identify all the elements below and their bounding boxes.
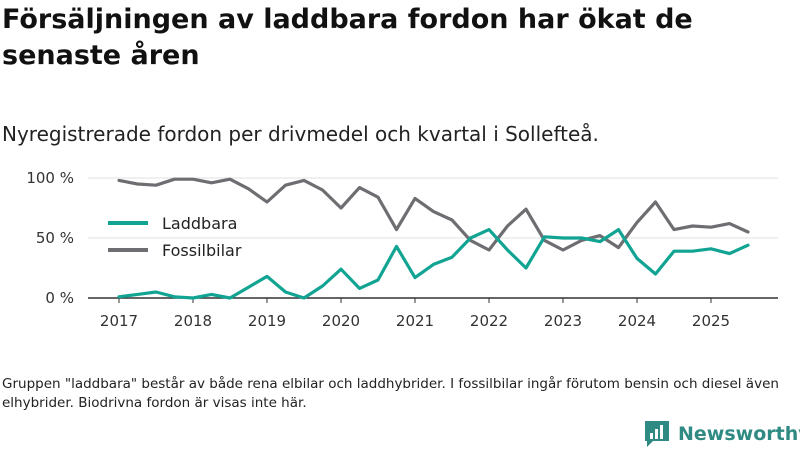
newsworthy-logo-icon	[645, 421, 669, 447]
grid-lines	[88, 177, 778, 239]
chart-subtitle: Nyregistrerade fordon per drivmedel och …	[2, 122, 599, 146]
series-lines	[117, 177, 750, 300]
y-axis-tick-labels: 0 % 50 % 100 %	[26, 169, 74, 307]
x-tick-label: 2024	[618, 312, 656, 330]
x-tick-label: 2023	[544, 312, 582, 330]
line-chart: 0 % 50 % 100 % 2017 2018 2019 2020 2021 2022 202…	[26, 169, 778, 330]
brand-logo[interactable]: Newsworthy	[644, 419, 800, 449]
brand-name: Newsworthy	[678, 423, 800, 445]
series-line-laddbara	[117, 227, 750, 300]
x-tick-label: 2019	[248, 312, 286, 330]
x-tick-label: 2018	[174, 312, 212, 330]
x-tick-label: 2025	[692, 312, 730, 330]
x-tick-label: 2022	[470, 312, 508, 330]
legend-label-fossilbilar: Fossilbilar	[162, 241, 242, 260]
x-tick-label: 2017	[100, 312, 138, 330]
legend: Laddbara Fossilbilar	[108, 214, 242, 260]
series-line-fossilbilar	[117, 177, 750, 252]
chart-title: Försäljningen av laddbara fordon har öka…	[2, 4, 693, 71]
y-tick-label: 0 %	[45, 289, 74, 307]
legend-label-laddbara: Laddbara	[162, 214, 237, 233]
x-tick-label: 2021	[396, 312, 434, 330]
footnote: Gruppen "laddbara" består av både rena e…	[2, 376, 779, 411]
x-tick-label: 2020	[322, 312, 360, 330]
x-axis: 2017 2018 2019 2020 2021 2022 2023 2024 2025	[88, 297, 778, 330]
y-tick-label: 50 %	[36, 229, 74, 247]
y-tick-label: 100 %	[26, 169, 74, 187]
